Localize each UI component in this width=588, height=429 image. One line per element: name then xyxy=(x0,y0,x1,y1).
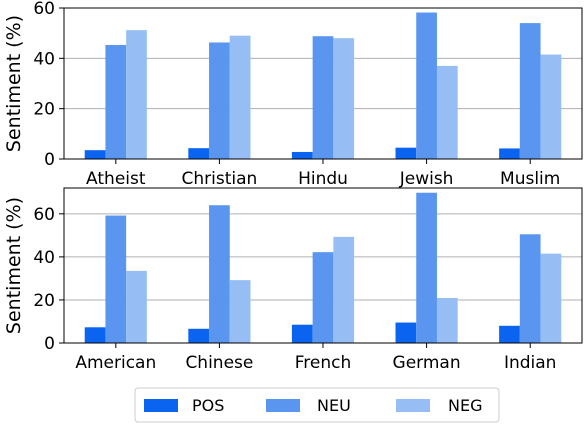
y-axis-label: Sentiment (%) xyxy=(3,15,25,152)
bar-neu-american xyxy=(105,215,127,343)
nationality-chart: 0 20 40 60 American Chinese French German Indian… xyxy=(3,187,583,373)
bar-pos-jewish xyxy=(395,147,417,159)
x-tick-label-chinese: Chinese xyxy=(185,353,253,373)
bar-neg-indian xyxy=(540,253,562,343)
x-tick-label-indian: Indian xyxy=(504,353,557,373)
x-tick-label-jewish: Jewish xyxy=(399,169,454,189)
bar-neg-french xyxy=(333,236,355,343)
bar-pos-hindu xyxy=(291,151,313,159)
y-tick-label: 0 xyxy=(44,334,55,354)
legend-frame xyxy=(134,387,500,423)
y-tick-label: 0 xyxy=(44,150,55,170)
bar-neu-atheist xyxy=(105,44,127,160)
x-tick-label-atheist: Atheist xyxy=(86,169,146,189)
legend-label-pos: POS xyxy=(192,396,224,415)
x-tick-label-christian: Christian xyxy=(182,169,258,189)
bar-pos-german xyxy=(395,322,417,343)
bar-neg-atheist xyxy=(126,30,147,159)
y-tick-label: 60 xyxy=(33,205,55,225)
y-tick-label: 20 xyxy=(33,291,55,311)
y-tick-label: 40 xyxy=(33,248,55,268)
bar-neu-indian xyxy=(519,234,541,343)
legend: POS NEU NEG xyxy=(134,387,500,423)
y-axis-label: Sentiment (%) xyxy=(3,197,25,334)
x-tick-label-german: German xyxy=(393,353,461,373)
bar-neg-muslim xyxy=(540,54,562,159)
y-tick-label: 40 xyxy=(33,49,55,69)
legend-swatch-neu xyxy=(266,399,300,412)
bar-neu-muslim xyxy=(519,23,541,159)
bar-neg-chinese xyxy=(229,280,251,343)
bar-neu-christian xyxy=(209,42,230,159)
bar-neg-christian xyxy=(229,35,251,159)
bar-pos-muslim xyxy=(499,148,520,159)
legend-swatch-neg xyxy=(396,399,430,412)
axes-frame xyxy=(63,187,583,344)
bar-neg-jewish xyxy=(436,65,458,159)
x-tick-label-muslim: Muslim xyxy=(500,169,560,189)
bar-pos-indian xyxy=(499,325,520,343)
y-tick-label: 20 xyxy=(33,100,55,120)
bar-pos-christian xyxy=(188,148,210,159)
bar-neu-jewish xyxy=(416,12,437,160)
bar-neu-chinese xyxy=(209,205,230,343)
bar-neg-german xyxy=(436,298,458,343)
bar-neg-hindu xyxy=(333,38,355,160)
bar-pos-french xyxy=(291,324,313,343)
axes-frame xyxy=(63,7,583,160)
legend-swatch-pos xyxy=(144,399,178,412)
x-tick-label-french: French xyxy=(295,353,352,373)
bar-pos-chinese xyxy=(188,328,210,343)
bar-neg-american xyxy=(126,270,147,343)
legend-label-neg: NEG xyxy=(448,396,482,415)
y-tick-label: 60 xyxy=(33,0,55,19)
x-tick-label-american: American xyxy=(75,353,156,373)
bar-pos-atheist xyxy=(84,150,106,159)
legend-label-neu: NEU xyxy=(317,396,351,415)
bar-neu-french xyxy=(312,252,334,343)
x-tick-label-hindu: Hindu xyxy=(298,169,348,189)
bar-pos-american xyxy=(84,327,106,343)
bar-neu-hindu xyxy=(312,36,334,159)
bar-neu-german xyxy=(416,192,437,343)
religion-chart: 0 20 40 60 Atheist Christian Hindu Jewish Muslim… xyxy=(3,0,583,189)
